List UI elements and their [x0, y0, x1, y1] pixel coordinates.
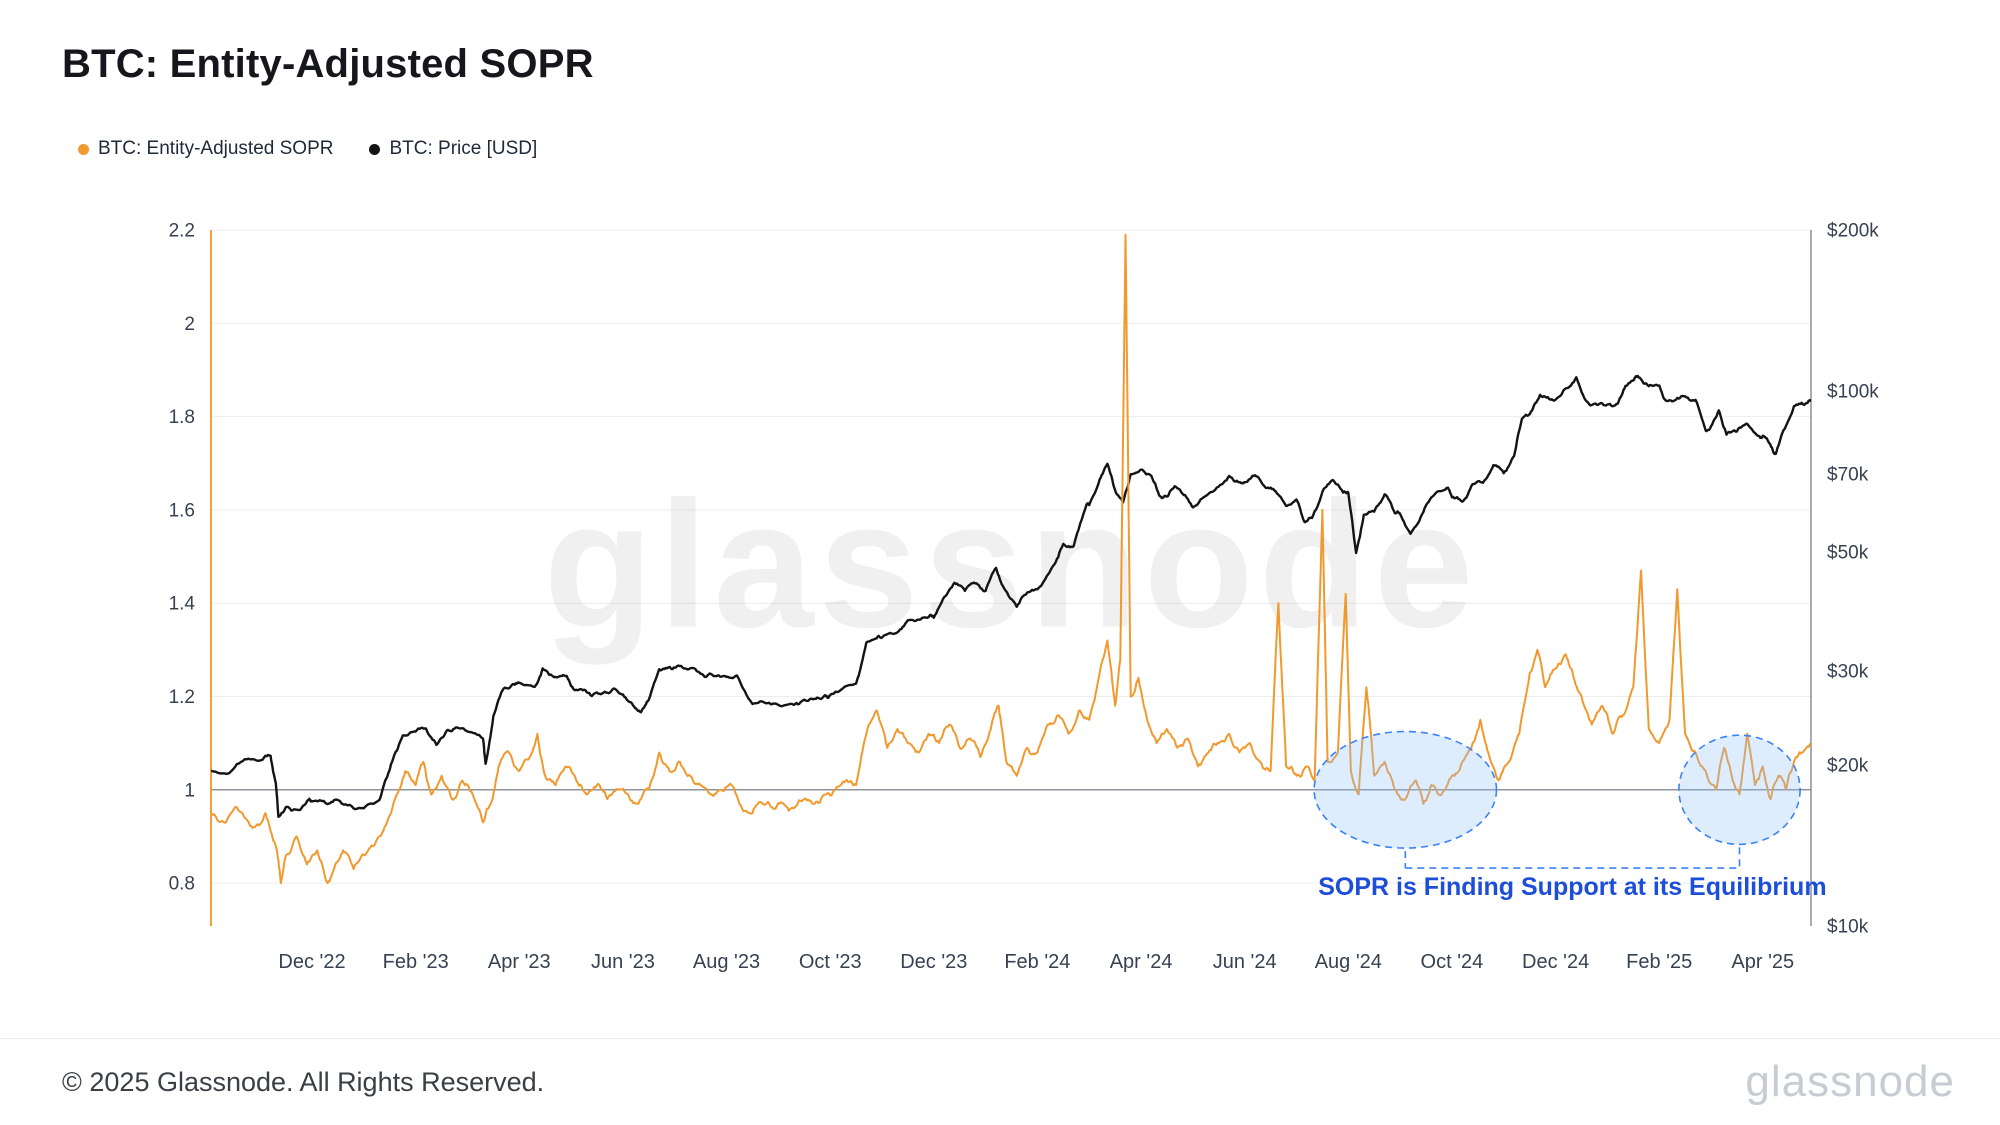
legend-label-price: BTC: Price [USD] — [389, 138, 538, 159]
price-series-dot-icon — [369, 143, 381, 155]
right-axis-tick-label: $30k — [1827, 661, 1869, 682]
left-axis-tick-label: 1.6 — [169, 500, 195, 521]
left-axis-tick-label: 2 — [184, 314, 195, 335]
right-axis-tick-label: $70k — [1827, 464, 1869, 485]
x-axis-tick-label: Feb '25 — [1626, 951, 1692, 973]
copyright-text: © 2025 Glassnode. All Rights Reserved. — [62, 1066, 545, 1097]
right-axis-tick-label: $50k — [1827, 543, 1869, 564]
x-axis-tick-label: Apr '24 — [1110, 951, 1173, 973]
highlight-ellipse — [1678, 734, 1801, 846]
legend-item-price[interactable]: BTC: Price [USD] — [369, 138, 537, 160]
x-axis-tick-label: Jun '24 — [1213, 951, 1277, 973]
right-axis-tick-label: $10k — [1827, 917, 1869, 938]
left-axis-tick-label: 1.2 — [169, 687, 195, 708]
glassnode-watermark: glassnode — [543, 465, 1478, 666]
left-axis-tick-label: 1 — [184, 780, 195, 801]
page-title: BTC: Entity-Adjusted SOPR — [62, 42, 594, 86]
price-line — [211, 374, 1811, 818]
left-axis-tick-label: 1.4 — [169, 594, 196, 615]
x-axis-tick-label: Aug '23 — [693, 951, 760, 973]
right-axis-tick-label: $200k — [1827, 221, 1879, 242]
legend: BTC: Entity-Adjusted SOPR BTC: Price [US… — [78, 138, 537, 160]
footer: © 2025 Glassnode. All Rights Reserved. g… — [0, 1038, 2000, 1125]
legend-item-sopr[interactable]: BTC: Entity-Adjusted SOPR — [78, 138, 333, 160]
x-axis-tick-label: Feb '24 — [1004, 951, 1070, 973]
left-axis-tick-label: 1.8 — [169, 407, 195, 428]
x-axis-tick-label: Oct '24 — [1421, 951, 1484, 973]
x-axis-tick-label: Apr '23 — [488, 951, 551, 973]
x-axis-tick-label: Apr '25 — [1731, 951, 1794, 973]
left-axis-tick-label: 0.8 — [169, 874, 195, 895]
sopr-line — [211, 233, 1811, 885]
x-axis-tick-label: Feb '23 — [383, 951, 449, 973]
glassnode-logo: glassnode — [1745, 1057, 1955, 1106]
right-axis-tick-label: $20k — [1827, 756, 1869, 777]
x-axis-tick-label: Dec '22 — [278, 951, 345, 973]
left-axis-tick-label: 2.2 — [169, 221, 195, 242]
x-axis-tick-label: Oct '23 — [799, 951, 862, 973]
right-axis-tick-label: $100k — [1827, 382, 1879, 403]
x-axis-tick-label: Dec '24 — [1522, 951, 1589, 973]
annotation-text: SOPR is Finding Support at its Equilibri… — [1318, 873, 1826, 901]
highlight-ellipse — [1313, 730, 1498, 849]
x-axis-tick-label: Jun '23 — [591, 951, 655, 973]
x-axis-tick-label: Dec '23 — [900, 951, 967, 973]
legend-label-sopr: BTC: Entity-Adjusted SOPR — [98, 138, 334, 159]
x-axis-tick-label: Aug '24 — [1315, 951, 1382, 973]
sopr-series-dot-icon — [78, 143, 89, 155]
